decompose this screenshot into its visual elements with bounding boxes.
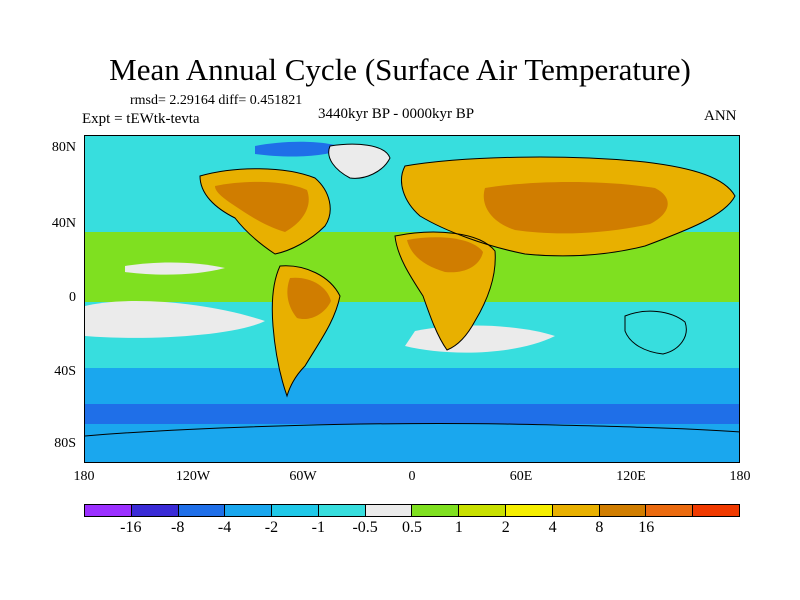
lon-label: 120E	[616, 469, 646, 484]
lat-label: 0	[69, 290, 76, 305]
neutral-patch-north	[125, 262, 225, 275]
coastline-south-america	[271, 265, 341, 398]
south-america-core	[287, 277, 331, 320]
neutral-patch-pacific	[85, 301, 265, 338]
colorbar-label: -16	[120, 519, 142, 536]
greenland	[328, 144, 390, 179]
colorbar-label: 8	[595, 519, 604, 536]
lon-label: 120W	[175, 469, 211, 484]
lat-label: 80N	[51, 140, 76, 155]
colorbar-box	[506, 505, 553, 516]
colorbar-box	[131, 505, 179, 516]
colorbar-box	[178, 505, 226, 516]
colorbar-label: 4	[548, 519, 557, 536]
rmsd-diff-stats: rmsd= 2.29164 diff= 0.451821	[130, 93, 303, 108]
colorbar-label: -4	[217, 519, 232, 536]
coastline-greenland	[328, 143, 391, 179]
temperature-map	[84, 135, 740, 463]
lat-label: 40S	[54, 364, 76, 379]
season-label: ANN	[704, 108, 737, 124]
colorbar-label: 1	[454, 519, 463, 536]
lon-label: 180	[729, 469, 751, 484]
subantarctic-band	[85, 368, 739, 408]
colorbar-box	[318, 505, 366, 516]
coastline-antarctica	[85, 423, 739, 437]
colorbar-box	[693, 505, 739, 516]
eurasia-core	[483, 182, 668, 234]
colorbar	[84, 504, 740, 517]
colorbar-box	[646, 505, 694, 516]
lat-label: 40N	[51, 216, 76, 231]
colorbar-label: -1	[311, 519, 325, 536]
antarctica	[85, 423, 739, 462]
lon-label: 0	[408, 469, 416, 484]
deep-blue-patch-arctic	[255, 141, 345, 157]
colorbar-box	[365, 505, 413, 516]
colorbar-box	[599, 505, 647, 516]
colorbar-label: 16	[638, 519, 655, 536]
australia	[625, 311, 687, 354]
colorbar-label: 0.5	[402, 519, 422, 536]
colorbar-label: -0.5	[352, 519, 378, 536]
coastline-australia	[624, 310, 687, 355]
map-svg	[85, 136, 739, 462]
coastline-eurasia	[401, 156, 736, 257]
colorbar-box	[225, 505, 273, 516]
colorbar-box	[412, 505, 460, 516]
period-label: 3440kyr BP - 0000kyr BP	[318, 106, 475, 122]
lon-label: 180	[73, 469, 95, 484]
africa-core	[407, 237, 483, 273]
lon-label: 60W	[289, 469, 317, 484]
lon-label: 60E	[509, 469, 533, 484]
coastline-africa	[394, 231, 496, 351]
lat-label: 80S	[54, 436, 76, 451]
colorbar-label: -2	[264, 519, 279, 536]
colorbar-box	[552, 505, 600, 516]
colorbar-label: -8	[171, 519, 185, 536]
colorbar-box	[272, 505, 319, 516]
circumpolar-band	[85, 404, 739, 424]
map-title: Mean Annual Cycle (Surface Air Temperatu…	[109, 52, 691, 87]
colorbar-label: 2	[501, 519, 510, 536]
colorbar-box	[85, 505, 132, 516]
colorbar-box	[459, 505, 507, 516]
north-america-core	[215, 181, 309, 232]
experiment-label: Expt = tEWtk-tevta	[82, 111, 200, 127]
coastline-north-america	[199, 168, 331, 255]
